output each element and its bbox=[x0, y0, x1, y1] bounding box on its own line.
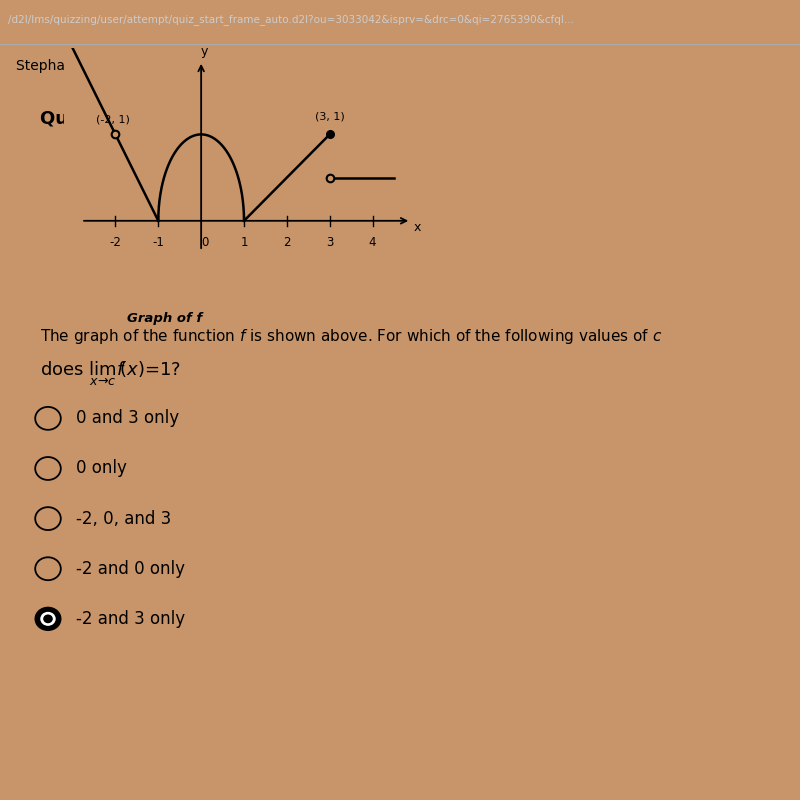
Text: -2: -2 bbox=[110, 236, 122, 250]
Text: 1: 1 bbox=[240, 236, 248, 250]
Text: (1 point): (1 point) bbox=[168, 109, 239, 127]
Text: 0 only: 0 only bbox=[76, 459, 127, 478]
Text: 3: 3 bbox=[326, 236, 334, 250]
Text: -2, 0, and 3: -2, 0, and 3 bbox=[76, 510, 171, 528]
Text: ✓: ✓ bbox=[296, 109, 309, 124]
Text: Stephanie Hernandez Soto: Attempt 1: Stephanie Hernandez Soto: Attempt 1 bbox=[16, 59, 280, 73]
Circle shape bbox=[44, 615, 52, 622]
Text: -1: -1 bbox=[152, 236, 164, 250]
Text: (3, 1): (3, 1) bbox=[315, 111, 345, 122]
Text: -2 and 0 only: -2 and 0 only bbox=[76, 560, 185, 578]
Text: Graph of f: Graph of f bbox=[127, 311, 202, 325]
Text: does $\lim_{x \to c} f\!\left(x\right) = 1$?: does $\lim_{x \to c} f\!\left(x\right) =… bbox=[40, 360, 181, 388]
Text: 0: 0 bbox=[202, 236, 209, 250]
Text: Question 4: Question 4 bbox=[40, 109, 150, 127]
Text: /d2l/lms/quizzing/user/attempt/quiz_start_frame_auto.d2l?ou=3033042&isprv=&drc=0: /d2l/lms/quizzing/user/attempt/quiz_star… bbox=[8, 14, 574, 26]
Text: y: y bbox=[201, 46, 208, 58]
Circle shape bbox=[41, 613, 55, 625]
Text: -2 and 3 only: -2 and 3 only bbox=[76, 610, 185, 628]
Circle shape bbox=[35, 607, 61, 630]
Text: 4: 4 bbox=[369, 236, 376, 250]
Text: (-2, 1): (-2, 1) bbox=[96, 114, 130, 124]
Text: 0 and 3 only: 0 and 3 only bbox=[76, 410, 179, 427]
Text: x: x bbox=[414, 222, 421, 234]
Text: The graph of the function $f$ is shown above. For which of the following values : The graph of the function $f$ is shown a… bbox=[40, 327, 662, 346]
Text: 2: 2 bbox=[283, 236, 290, 250]
Text: Saved: Saved bbox=[324, 109, 371, 124]
